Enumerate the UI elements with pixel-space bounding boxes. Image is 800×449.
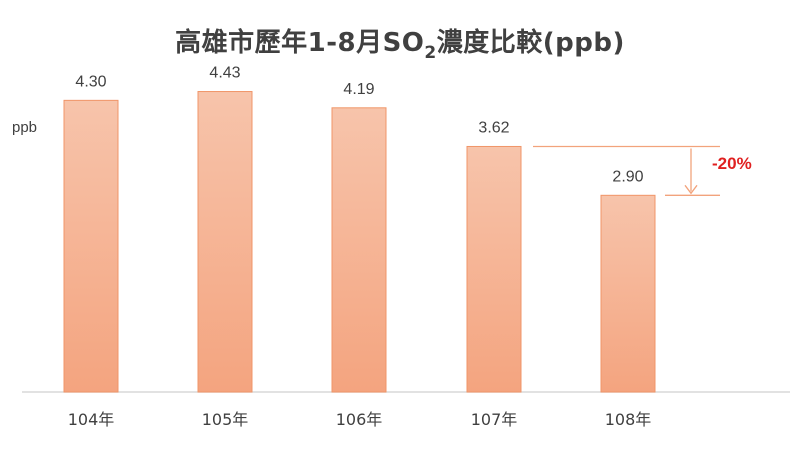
x-tick-label-104年: 104年 [68, 410, 115, 429]
data-label-107年: 3.62 [478, 119, 509, 136]
chart-title-suffix: 濃度比較(ppb) [436, 28, 625, 58]
bar-104年 [63, 99, 119, 393]
bar-107年 [466, 145, 522, 393]
x-tick-label-108年: 108年 [605, 410, 652, 429]
data-label-106年: 4.19 [343, 81, 374, 98]
bar-106年 [331, 107, 387, 393]
chart-title-subscript: 2 [424, 43, 437, 63]
data-label-108年: 2.90 [612, 168, 643, 185]
chart-title-main: 高雄市歷年1-8月SO [175, 28, 425, 58]
y-axis-label: ppb [12, 119, 37, 136]
annotation-arrow-head [684, 184, 698, 195]
x-tick-label-107年: 107年 [471, 410, 518, 429]
x-tick-label-105年: 105年 [202, 410, 249, 429]
bar-105年 [197, 91, 253, 393]
data-label-104年: 4.30 [75, 73, 106, 90]
data-label-105年: 4.43 [209, 65, 240, 82]
bar-108年 [600, 194, 656, 393]
x-tick-label-106年: 106年 [336, 410, 383, 429]
annotation-percent-change: -20% [712, 154, 752, 173]
chart-title: 高雄市歷年1-8月SO2濃度比較(ppb) [0, 22, 800, 63]
